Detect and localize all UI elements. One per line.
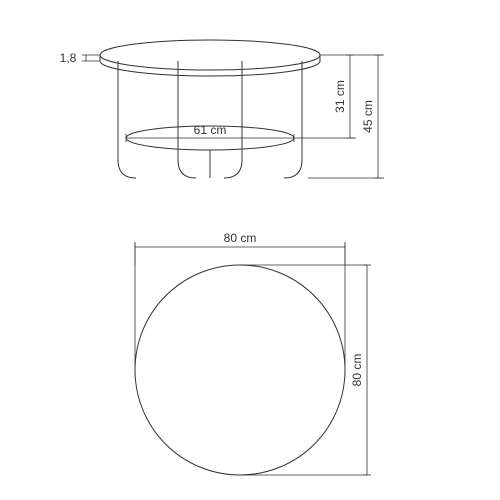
height-31-label: 31 cm <box>333 80 347 113</box>
top-height-label: 80 cm <box>350 354 364 387</box>
top-view-circle <box>135 265 345 475</box>
technical-drawing: 61 cm 1,8 31 cm 45 cm 80 cm 80 cm <box>0 0 500 500</box>
height-45-label: 45 cm <box>361 100 375 133</box>
leg-3 <box>284 61 302 178</box>
leg-1 <box>178 61 196 178</box>
shelf-width-label: 61 cm <box>194 123 227 137</box>
tabletop-top-edge <box>100 40 320 70</box>
thickness-label: 1,8 <box>60 51 77 65</box>
leg-2 <box>224 61 242 178</box>
leg-0 <box>118 61 136 178</box>
top-width-label: 80 cm <box>224 231 257 245</box>
